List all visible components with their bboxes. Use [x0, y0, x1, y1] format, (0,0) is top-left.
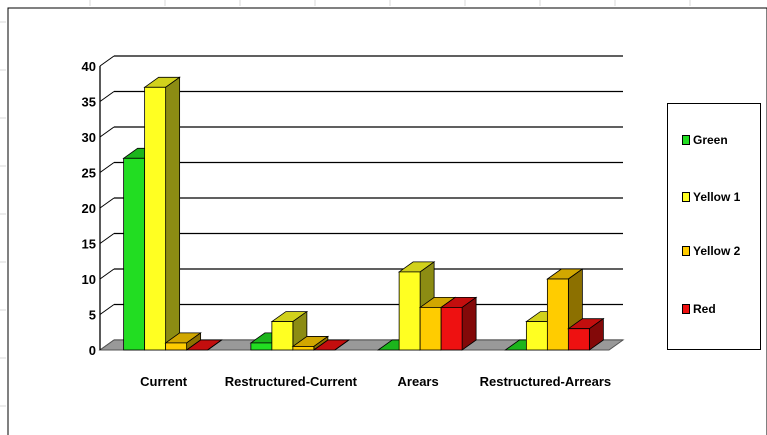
legend-label: Yellow 2: [693, 244, 741, 258]
bar-front: [525, 321, 548, 351]
bar-front: [144, 86, 167, 351]
bar-red-arears: [439, 296, 478, 351]
bar-red-restructured-arrears: [567, 317, 605, 351]
y-tick-label: 30: [82, 130, 96, 145]
x-category-label: Arears: [398, 374, 439, 389]
gridline-side: [99, 197, 115, 209]
bar-front: [271, 321, 294, 351]
gridline-side: [99, 91, 115, 102]
bar-front: [440, 306, 463, 351]
legend-item-green: Green: [682, 132, 728, 148]
y-tick-label: 40: [82, 59, 96, 74]
bar-front: [546, 278, 569, 351]
bar-yellow-2-current: [164, 332, 202, 351]
bar-side: [165, 76, 181, 351]
chart-bars: [122, 76, 605, 351]
y-tick-label: 25: [82, 166, 96, 181]
legend-swatch: [682, 304, 690, 314]
legend-label: Red: [693, 302, 716, 316]
y-tick-label: 0: [89, 343, 96, 358]
legend-item-red: Red: [682, 301, 716, 317]
x-category-label: Restructured-Arrears: [480, 374, 612, 389]
legend-label: Green: [693, 133, 728, 147]
x-category-label: Current: [140, 374, 188, 389]
bar-front: [123, 157, 146, 351]
gridline-side: [99, 126, 115, 138]
bar-red-restructured-current: [312, 339, 351, 351]
y-tick-label: 10: [82, 272, 96, 287]
chart-area-border: [7, 7, 767, 435]
gridline-side: [99, 162, 115, 173]
bar-front: [567, 328, 590, 351]
bar-red-current: [185, 339, 223, 351]
bar-front: [165, 342, 188, 351]
bar-front: [292, 346, 315, 351]
legend-item-yellow-2: Yellow 2: [682, 243, 740, 259]
gridline-side: [99, 233, 115, 244]
y-tick-label: 15: [82, 237, 96, 252]
y-axis: 0 5 10 15 20 25 30 35 40: [82, 59, 101, 358]
bar-front: [398, 271, 421, 351]
legend-swatch: [682, 192, 690, 202]
gridline-side: [99, 304, 115, 315]
legend-swatch: [682, 246, 690, 256]
bar-yellow-1-current: [143, 76, 181, 351]
bar-side: [207, 339, 222, 351]
bar-side: [334, 339, 350, 351]
gridline-side: [99, 268, 115, 280]
bar-front: [250, 342, 273, 351]
legend-label: Yellow 1: [693, 190, 741, 204]
y-tick-label: 5: [89, 308, 96, 323]
y-tick-label: 35: [82, 95, 96, 110]
x-category-label: Restructured-Current: [225, 374, 358, 389]
gridline-side: [99, 55, 115, 67]
y-tick-label: 20: [82, 201, 96, 216]
chart-legend: Green Yellow 1 Yellow 2 Red: [667, 103, 761, 350]
bar-front: [419, 306, 442, 351]
chart-gridlines: [99, 55, 623, 351]
sheet-gridlines: [0, 0, 691, 407]
legend-swatch: [682, 135, 690, 145]
x-axis: Current Restructured-Current Arears Restruc…: [140, 374, 611, 389]
legend-item-yellow-1: Yellow 1: [682, 189, 740, 205]
